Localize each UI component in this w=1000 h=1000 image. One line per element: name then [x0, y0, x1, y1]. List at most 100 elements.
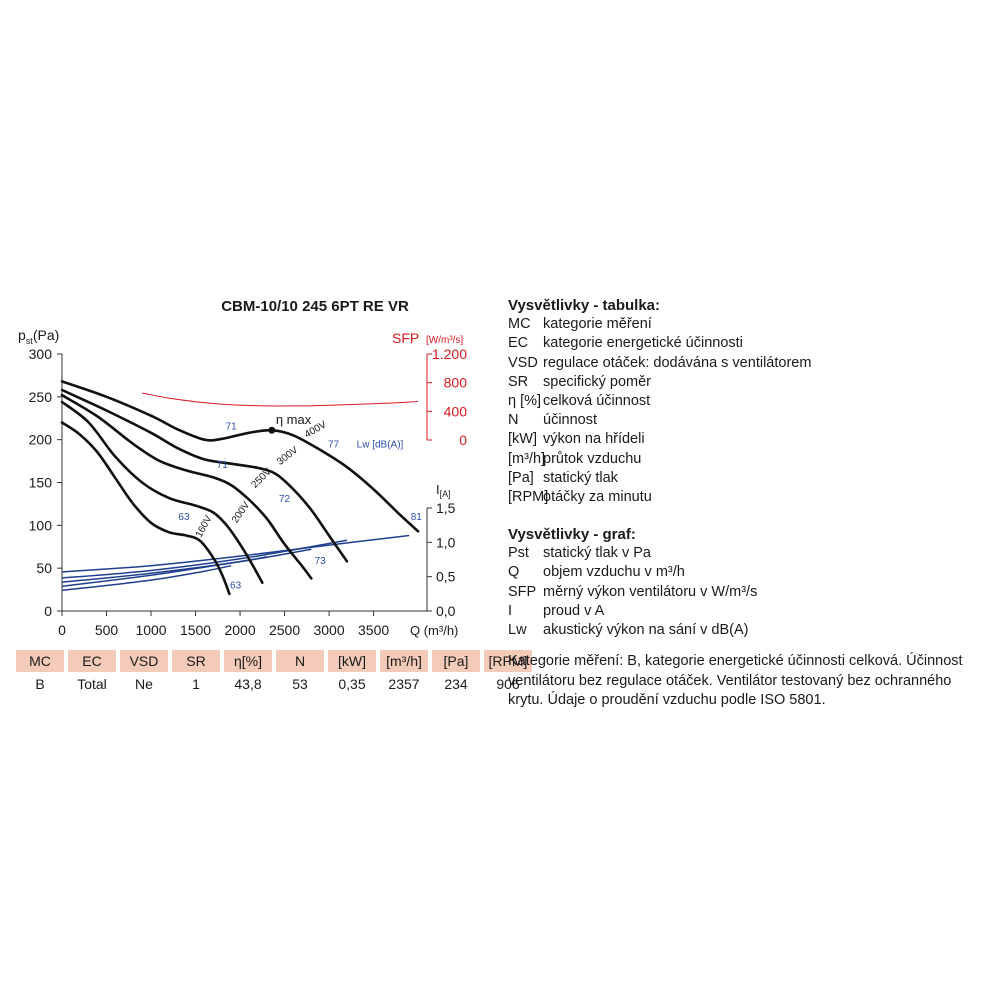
chart-title: CBM-10/10 245 6PT RE VR	[221, 298, 409, 315]
legend-graph-title: Vysvětlivky - graf:	[508, 526, 636, 543]
voltage-label: 160V	[194, 514, 215, 540]
legend-row: [m³/h] průtok vzduchu	[508, 450, 811, 469]
summary-value-cell: 0,35	[338, 676, 366, 692]
legend-table: Vysvětlivky - tabulka: MC kategorie měřen…	[508, 296, 811, 507]
summary-value-cell: 234	[444, 676, 468, 692]
x-tick-label: 3000	[313, 622, 344, 638]
legend-key: Lw	[508, 622, 527, 639]
legend-desc: otáčky za minutu	[543, 489, 652, 506]
legend-row: Lw akustický výkon na sání v dB(A)	[508, 621, 757, 640]
current-curve-160v	[61, 564, 232, 592]
legend-desc: měrný výkon ventilátoru v W/m³/s	[543, 583, 758, 600]
legend-key: I	[508, 602, 513, 619]
legend-desc: statický tlak	[543, 469, 618, 486]
legend-row: [Pa] statický tlak	[508, 469, 811, 488]
legend-key: SR	[508, 373, 529, 390]
legend-key: η [%]	[508, 393, 542, 410]
summary-header-cell: [kW]	[328, 650, 376, 672]
y-tick-label: 200	[29, 432, 53, 448]
sound-level-label: 77	[328, 439, 340, 450]
summary-value-cell: B	[35, 676, 45, 692]
sound-level-label: 71	[217, 460, 229, 471]
legend-desc: výkon na hřídeli	[543, 431, 645, 448]
sfp-tick-label: 1.200	[432, 346, 467, 362]
legend-desc: celková účinnost	[543, 393, 651, 410]
sound-level-label: 71	[226, 421, 238, 432]
legend-row: η [%] celková účinnost	[508, 392, 811, 411]
legend-table-title: Vysvětlivky - tabulka:	[508, 297, 661, 314]
voltage-label: 300V	[275, 444, 300, 467]
summary-value-cell: 43,8	[234, 676, 262, 692]
summary-header-cell: EC	[68, 650, 116, 672]
summary-header-cell: SR	[172, 650, 220, 672]
summary-value-cell: 2357	[388, 676, 420, 692]
voltage-label: 200V	[230, 500, 253, 526]
sound-level-label: 72	[279, 494, 291, 505]
legend-desc: statický tlak v Pa	[543, 545, 651, 562]
eta-max-label: η max	[276, 412, 312, 427]
legend-graph: Vysvětlivky - graf: Pst statický tlak v P…	[508, 525, 757, 640]
legend-desc: účinnost	[543, 412, 598, 429]
y-tick-label: 300	[29, 346, 53, 362]
y-tick-label: 100	[29, 517, 53, 533]
x-tick-label: 0	[58, 622, 66, 638]
legend-row: [RPM] otáčky za minutu	[508, 488, 811, 507]
pressure-curve-300v	[60, 388, 349, 563]
legend-key: Q	[508, 564, 520, 581]
summary-header-cell: η[%]	[224, 650, 272, 672]
voltage-label: 250V	[250, 466, 275, 491]
legend-row: Pst statický tlak v Pa	[508, 544, 757, 563]
legend-desc: regulace otáček: dodávána s ventilátorem	[543, 354, 812, 371]
summary-value-cell: Ne	[135, 676, 153, 692]
legend-row: [kW] výkon na hřídeli	[508, 430, 811, 449]
summary-header-cell: N	[276, 650, 324, 672]
legend-key: VSD	[508, 354, 538, 371]
sound-level-label: 63	[178, 512, 190, 523]
legend-desc: specifický poměr	[543, 373, 651, 390]
y-tick-label: 0	[44, 603, 52, 619]
x-tick-label: 1500	[180, 622, 211, 638]
legend-key: MC	[508, 316, 531, 333]
legend-desc: průtok vzduchu	[543, 450, 642, 467]
summary-value-cell: 53	[292, 676, 308, 692]
x-tick-label: 3500	[358, 622, 389, 638]
legend-key: [kW]	[508, 431, 537, 448]
summary-table: MC EC VSD SR η[%] N [kW] [m³/h] [Pa] [RP…	[12, 650, 536, 696]
summary-value-cell: Total	[77, 676, 107, 692]
legend-key: Pst	[508, 545, 529, 562]
sound-level-label: 81	[411, 512, 423, 523]
current-tick-label: 0,0	[436, 603, 456, 619]
legend-key: [Pa]	[508, 469, 534, 486]
pressure-curve-400v	[60, 380, 420, 533]
sfp-tick-label: 800	[444, 375, 468, 391]
y-axis-label: pst(Pa)	[18, 327, 59, 346]
pressure-curve-250v	[60, 393, 313, 580]
sfp-axis-label: SFP	[392, 330, 419, 346]
sfp-tick-label: 0	[459, 432, 467, 448]
y-tick-label: 50	[36, 560, 52, 576]
summary-header-cell: [Pa]	[432, 650, 480, 672]
current-tick-label: 0,5	[436, 569, 456, 585]
legend-desc: proud v A	[543, 602, 605, 619]
summary-value-cell: 906	[496, 676, 520, 692]
legend-desc: objem vzduchu v m³/h	[543, 564, 685, 581]
current-tick-label: 1,0	[436, 534, 456, 550]
current-curve-400v	[61, 534, 410, 573]
x-axis-label: Q (m³/h)	[410, 623, 458, 638]
legend-key: SFP	[508, 583, 537, 600]
current-curve-250v	[61, 548, 312, 583]
current-axis-label: I[A]	[436, 482, 451, 499]
summary-header-cell: [m³/h]	[380, 650, 428, 672]
legend-desc: akustický výkon na sání v dB(A)	[543, 622, 749, 639]
sound-level-label: 63	[230, 581, 242, 592]
x-tick-label: 2000	[224, 622, 255, 638]
legend-desc: kategorie měření	[543, 316, 652, 333]
summary-value-row: B Total Ne 1 43,8 53 0,35 2357 234 906	[16, 672, 532, 696]
x-tick-label: 1000	[135, 622, 166, 638]
legend-key: EC	[508, 335, 529, 352]
legend-row: SFP měrný výkon ventilátoru v W/m³/s	[508, 583, 757, 602]
legend-row: MC kategorie měření	[508, 315, 811, 334]
summary-value-cell: 1	[192, 676, 200, 692]
